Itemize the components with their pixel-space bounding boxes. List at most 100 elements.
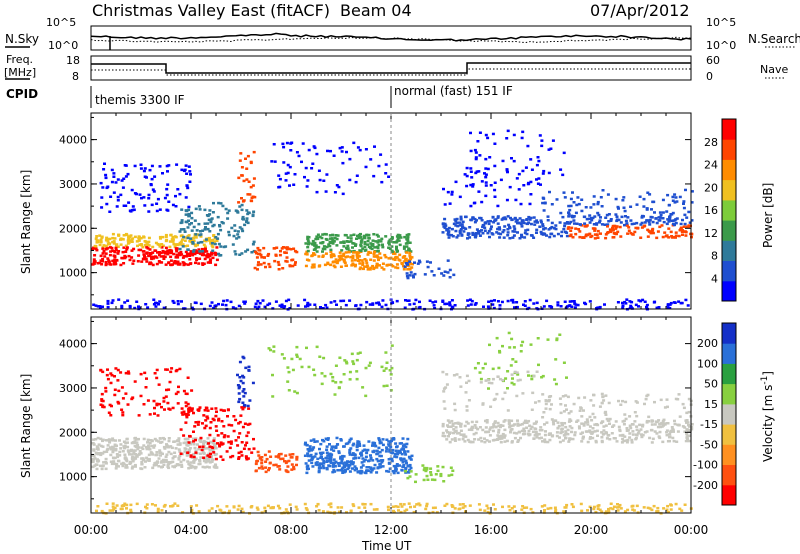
scatter-cell — [502, 436, 506, 439]
scatter-cell — [202, 452, 206, 455]
scatter-cell — [553, 506, 557, 509]
scatter-cell — [105, 502, 109, 505]
scatter-cell — [91, 454, 95, 457]
scatter-cell — [128, 239, 132, 243]
scatter-cell — [550, 435, 554, 438]
scatter-cell — [376, 466, 380, 469]
scatter-cell — [441, 300, 445, 303]
scatter-cell — [365, 233, 369, 237]
scatter-cell — [213, 304, 217, 308]
scatter-cell — [412, 276, 415, 279]
scatter-cell — [446, 259, 450, 262]
scatter-cell — [505, 137, 509, 140]
scatter-cell — [533, 220, 537, 223]
scatter-cell — [576, 196, 580, 199]
scatter-cell — [215, 258, 219, 262]
scatter-cell — [511, 358, 515, 361]
scatter-cell — [413, 272, 417, 276]
scatter-cell — [529, 507, 533, 511]
scatter-cell — [112, 172, 116, 175]
scatter-cell — [161, 244, 165, 247]
scatter-cell — [372, 252, 376, 256]
scatter-cell — [142, 196, 146, 199]
scatter-cell — [242, 395, 246, 398]
scatter-cell — [162, 463, 166, 467]
scatter-cell — [345, 362, 349, 365]
scatter-cell — [123, 301, 127, 304]
scatter-cell — [639, 236, 643, 239]
scatter-cell — [454, 426, 458, 429]
scatter-cell — [348, 378, 352, 381]
scatter-cell — [130, 208, 134, 212]
scatter-cell — [325, 245, 329, 249]
nsky-tick-bottom-right: 10^0 — [706, 39, 736, 52]
scatter-cell — [530, 374, 534, 378]
scatter-cell — [341, 462, 345, 465]
scatter-cell — [333, 465, 337, 468]
scatter-cell — [159, 454, 162, 457]
scatter-cell — [351, 453, 355, 457]
scatter-cell — [198, 406, 202, 409]
scatter-cell — [163, 446, 167, 449]
scatter-cell — [574, 303, 578, 306]
scatter-cell — [579, 502, 583, 506]
scatter-cell — [281, 457, 285, 460]
scatter-cell — [521, 392, 525, 395]
scatter-cell — [521, 505, 525, 508]
scatter-cell — [478, 230, 482, 233]
scatter-cell — [176, 188, 180, 191]
scatter-cell — [673, 422, 677, 426]
scatter-cell — [111, 249, 115, 252]
scatter-cell — [678, 195, 682, 199]
scatter-cell — [522, 421, 526, 425]
scatter-cell — [91, 459, 95, 463]
scatter-cell — [186, 248, 190, 251]
scatter-cell — [450, 190, 454, 194]
scatter-cell — [670, 426, 674, 429]
scatter-cell — [190, 510, 194, 514]
scatter-cell — [417, 502, 421, 505]
scatter-cell — [233, 224, 237, 227]
scatter-cell — [367, 250, 371, 254]
scatter-cell — [122, 262, 126, 265]
scatter-cell — [351, 467, 354, 470]
scatter-cell — [493, 195, 497, 198]
scatter-cell — [456, 224, 460, 228]
scatter-cell — [171, 460, 175, 464]
scatter-cell — [352, 504, 356, 508]
scatter-cell — [408, 274, 412, 277]
scatter-cell — [187, 165, 191, 168]
scatter-cell — [559, 168, 563, 171]
scatter-cell — [246, 193, 250, 196]
scatter-cell — [173, 465, 176, 469]
scatter-cell — [616, 205, 620, 209]
scatter-cell — [407, 465, 411, 468]
scatter-cell — [351, 360, 355, 363]
scatter-cell — [218, 254, 222, 257]
scatter-cell — [561, 424, 564, 427]
scatter-cell — [616, 509, 620, 512]
scatter-cell — [372, 174, 376, 178]
scatter-cell — [511, 236, 515, 239]
scatter-cell — [251, 184, 255, 187]
scatter-cell — [264, 470, 268, 474]
scatter-cell — [104, 460, 108, 464]
scatter-cell — [189, 237, 193, 240]
scatter-cell — [160, 261, 164, 264]
scatter-cell — [172, 242, 176, 246]
scatter-cell — [378, 252, 382, 255]
scatter-cell — [122, 234, 126, 237]
scatter-cell — [542, 209, 546, 212]
scatter-cell — [687, 225, 690, 228]
scatter-cell — [171, 203, 175, 207]
scatter-cell — [510, 218, 514, 222]
scatter-cell — [535, 228, 539, 232]
scatter-cell — [354, 243, 358, 246]
scatter-cell — [280, 303, 284, 306]
scatter-cell — [428, 299, 432, 302]
scatter-cell — [388, 369, 392, 372]
scatter-cell — [152, 446, 156, 449]
scatter-cell — [529, 180, 533, 184]
scatter-cell — [130, 457, 134, 461]
scatter-cell — [394, 449, 398, 452]
